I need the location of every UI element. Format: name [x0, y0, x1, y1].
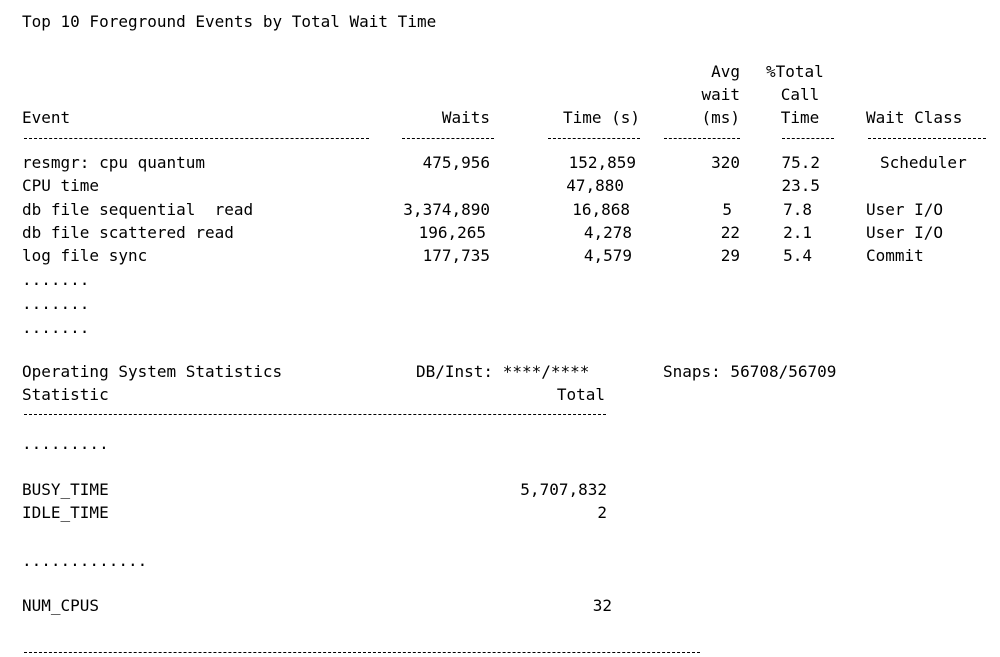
ellipsis-row: ....... — [22, 270, 90, 289]
row1-pct-total: 75.2 — [781, 153, 820, 172]
row4-avg-wait: 22 — [720, 223, 740, 242]
row2-time-s: 47,880 — [566, 176, 624, 195]
separator-wait-class — [868, 138, 986, 139]
header-pct-total-line2: Call — [780, 85, 820, 104]
header-wait-class: Wait Class — [866, 108, 963, 127]
header-total: Total — [556, 385, 605, 404]
row5-event: log file sync — [22, 246, 148, 265]
row3-time-s: 16,868 — [572, 200, 630, 219]
header-pct-total-line3: Time — [780, 108, 820, 127]
header-avg-wait-line2: wait — [701, 85, 740, 104]
row3-event: db file sequential read — [22, 200, 254, 219]
row3-pct-total: 7.8 — [783, 200, 812, 219]
row4-pct-total: 2.1 — [783, 223, 812, 242]
separator-time — [548, 138, 640, 139]
row5-pct-total: 5.4 — [783, 246, 812, 265]
os-stats-db-inst: DB/Inst: ****/**** — [416, 362, 590, 381]
ellipsis-row: ............. — [22, 551, 148, 570]
os-stats-snaps: Snaps: 56708/56709 — [663, 362, 837, 381]
row3-wait-class: User I/O — [866, 200, 944, 219]
row1-wait-class: Scheduler — [880, 153, 967, 172]
num-cpus-value: 32 — [592, 596, 612, 615]
wait-events-title: Top 10 Foreground Events by Total Wait T… — [22, 12, 437, 31]
idle-time-label: IDLE_TIME — [22, 503, 109, 522]
row5-time-s: 4,579 — [583, 246, 632, 265]
header-avg-wait-line1: Avg — [711, 62, 740, 81]
row3-waits: 3,374,890 — [403, 200, 490, 219]
row1-event: resmgr: cpu quantum — [22, 153, 206, 172]
separator-waits — [402, 138, 494, 139]
row5-waits: 177,735 — [422, 246, 490, 265]
header-avg-wait-line3: (ms) — [701, 108, 740, 127]
os-stats-title: Operating System Statistics — [22, 362, 283, 381]
idle-time-value: 2 — [597, 503, 607, 522]
num-cpus-label: NUM_CPUS — [22, 596, 100, 615]
row1-avg-wait: 320 — [711, 153, 740, 172]
separator-event — [24, 138, 369, 139]
ellipsis-row: ....... — [22, 318, 90, 337]
os-stats-separator — [24, 414, 606, 415]
row1-time-s: 152,859 — [568, 153, 636, 172]
row2-pct-total: 23.5 — [781, 176, 820, 195]
row3-avg-wait: 5 — [722, 200, 732, 219]
header-pct-total-line1: %Total — [766, 62, 824, 81]
header-time-s: Time (s) — [562, 108, 640, 127]
header-waits: Waits — [441, 108, 490, 127]
row4-wait-class: User I/O — [866, 223, 944, 242]
footer-separator — [24, 652, 700, 653]
separator-pct-total — [782, 138, 834, 139]
row4-time-s: 4,278 — [583, 223, 632, 242]
separator-avg-wait — [664, 138, 740, 139]
header-event: Event — [22, 108, 71, 127]
busy-time-label: BUSY_TIME — [22, 480, 109, 499]
row5-avg-wait: 29 — [720, 246, 740, 265]
row5-wait-class: Commit — [866, 246, 924, 265]
row4-waits: 196,265 — [418, 223, 486, 242]
ellipsis-row: ....... — [22, 294, 90, 313]
row4-event: db file scattered read — [22, 223, 234, 242]
ellipsis-row: ......... — [22, 434, 109, 453]
row2-event: CPU time — [22, 176, 100, 195]
busy-time-value: 5,707,832 — [520, 480, 607, 499]
row1-waits: 475,956 — [422, 153, 490, 172]
header-statistic: Statistic — [22, 385, 109, 404]
